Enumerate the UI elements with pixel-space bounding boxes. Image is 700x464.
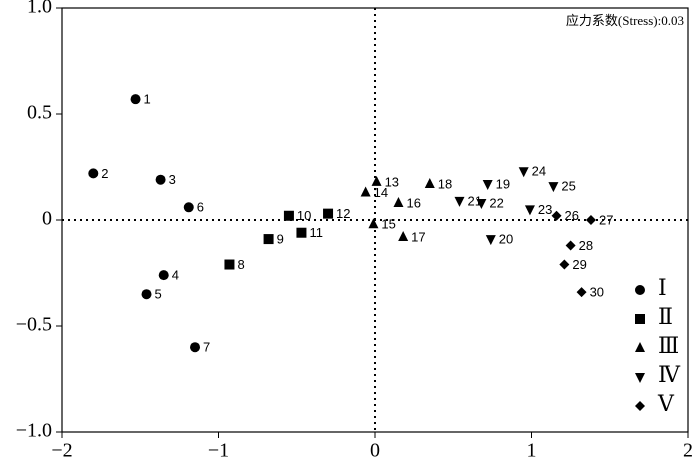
- point-label: 22: [489, 195, 503, 210]
- point: [565, 240, 576, 251]
- legend-marker: [635, 285, 645, 295]
- point-label: 5: [155, 287, 162, 302]
- point-label: 12: [336, 206, 350, 221]
- point: [283, 210, 294, 221]
- point: [482, 179, 493, 190]
- y-tick-label: −1.0: [16, 420, 52, 442]
- legend-marker: [635, 342, 645, 352]
- point: [424, 177, 435, 188]
- legend-label: Ⅴ: [657, 391, 675, 416]
- point: [224, 259, 235, 270]
- point: [485, 235, 496, 246]
- annotation: 应力系数(Stress):0.03: [566, 13, 684, 28]
- point-label: 26: [565, 208, 579, 223]
- point-label: 7: [203, 340, 210, 355]
- legend-marker: [635, 401, 645, 411]
- point: [323, 208, 334, 219]
- point: [296, 227, 307, 238]
- point: [524, 205, 535, 216]
- point-label: 27: [599, 212, 613, 227]
- point-label: 4: [172, 268, 179, 283]
- point-label: 15: [381, 217, 395, 232]
- point-label: 29: [572, 257, 586, 272]
- legend-marker: [635, 373, 645, 383]
- x-tick-label: 0: [370, 440, 380, 462]
- point-label: 1: [144, 92, 151, 107]
- x-tick-label: −1: [208, 440, 229, 462]
- y-tick-label: 0.5: [27, 102, 52, 124]
- point-label: 24: [532, 164, 546, 179]
- point: [559, 259, 570, 270]
- point-label: 30: [590, 285, 604, 300]
- point-label: 18: [438, 176, 452, 191]
- point: [263, 234, 274, 245]
- point-label: 13: [385, 174, 399, 189]
- point-label: 2: [101, 166, 108, 181]
- point: [360, 186, 371, 197]
- point: [398, 230, 409, 241]
- point: [368, 218, 379, 229]
- point: [158, 270, 169, 281]
- point: [476, 199, 487, 210]
- point: [371, 175, 382, 186]
- point-label: 16: [406, 195, 420, 210]
- point-label: 28: [579, 238, 593, 253]
- point-label: 14: [374, 185, 388, 200]
- legend-label: Ⅲ: [658, 333, 679, 358]
- y-tick-label: 0: [42, 208, 52, 230]
- point-label: 20: [499, 232, 513, 247]
- legend-label: Ⅳ: [658, 362, 681, 387]
- point-label: 3: [169, 172, 176, 187]
- point: [141, 289, 152, 300]
- x-tick-label: 2: [683, 440, 693, 462]
- point-label: 19: [496, 176, 510, 191]
- y-tick-label: 1.0: [27, 0, 52, 18]
- point-label: 11: [309, 225, 323, 240]
- point: [548, 182, 559, 193]
- point: [393, 197, 404, 208]
- x-tick-label: −2: [51, 440, 72, 462]
- point-label: 6: [197, 200, 204, 215]
- y-tick-label: −0.5: [16, 314, 52, 336]
- point: [585, 215, 596, 225]
- point-label: 21: [468, 193, 482, 208]
- legend-marker: [635, 314, 645, 324]
- point-label: 25: [561, 179, 575, 194]
- point: [576, 287, 587, 298]
- legend-label: Ⅱ: [658, 304, 673, 329]
- point: [155, 174, 166, 185]
- point-label: 10: [297, 208, 311, 223]
- point: [454, 196, 465, 207]
- point-label: 8: [237, 257, 244, 272]
- point-label: 17: [411, 229, 425, 244]
- x-tick-label: 1: [527, 440, 537, 462]
- point: [190, 342, 201, 353]
- point: [518, 167, 529, 178]
- point: [551, 210, 562, 221]
- point-label: 9: [277, 232, 284, 247]
- legend-label: Ⅰ: [658, 275, 667, 300]
- point: [88, 168, 99, 179]
- point: [130, 94, 141, 105]
- point: [183, 202, 194, 213]
- point-label: 23: [538, 202, 552, 217]
